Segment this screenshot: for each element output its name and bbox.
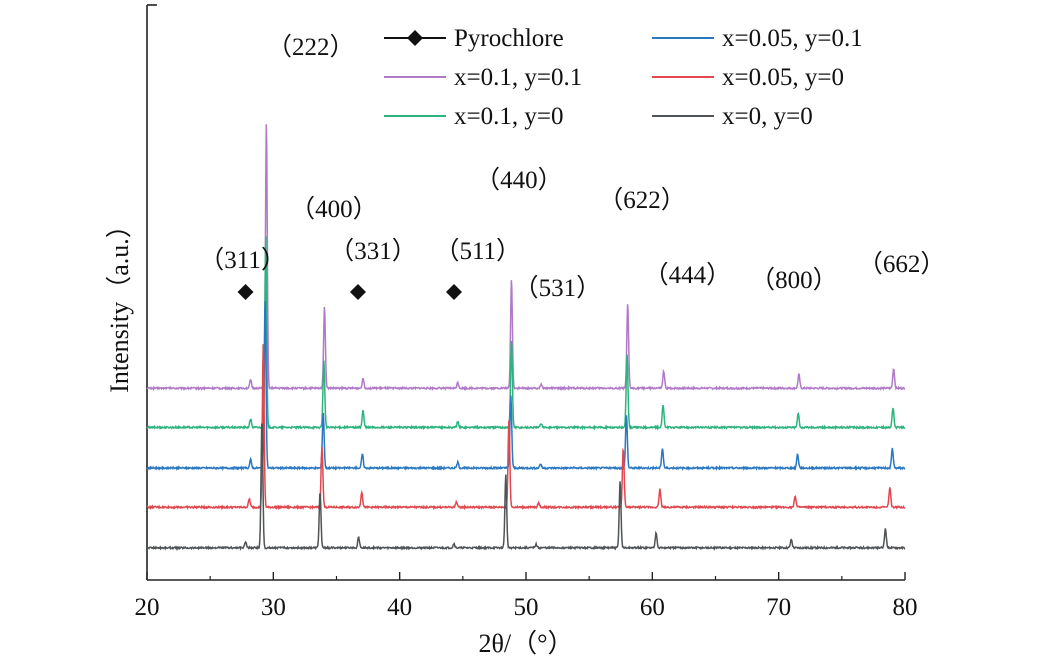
x-axis-title: 2θ/（°）: [478, 629, 573, 658]
series-line: [146, 300, 906, 472]
legend: Pyrochlore x=0.1, y=0.1 x=0.1, y=0 x=0.05, …: [384, 25, 863, 130]
peak-labels-layer: （311） （222） （400） （331） （511） （440） （531） （622）…: [199, 33, 945, 302]
legend-item: x=0.1, y=0: [384, 103, 563, 130]
legend-item: x=0.05, y=0: [652, 64, 844, 91]
peak-label: （331）: [329, 237, 417, 265]
legend-label: x=0.1, y=0.1: [454, 64, 582, 91]
x-tick-label: 30: [261, 594, 286, 621]
x-tick-label: 50: [514, 594, 539, 621]
x-tick-label: 70: [766, 594, 791, 621]
pyrochlore-marker: [237, 284, 254, 300]
x-tick-label: 40: [387, 594, 412, 621]
peak-label: （622）: [598, 186, 686, 214]
legend-label: x=0, y=0: [722, 103, 813, 130]
legend-label: x=0.05, y=0.1: [722, 25, 863, 52]
peak-label: （440）: [475, 166, 563, 194]
peak-label: （531）: [514, 274, 602, 302]
peak-label: （662）: [858, 250, 946, 278]
legend-item: x=0.1, y=0.1: [384, 64, 582, 91]
legend-item: x=0, y=0: [652, 103, 813, 130]
pyrochlore-marker: [349, 284, 366, 300]
peak-label: （311）: [199, 246, 286, 274]
legend-label: x=0.1, y=0: [454, 103, 563, 130]
legend-diamond-marker: [407, 30, 423, 46]
peak-label: （511）: [434, 237, 521, 265]
x-tick-label: 80: [893, 594, 918, 621]
series-line: [146, 124, 906, 392]
peak-label: （222）: [267, 33, 355, 61]
series-layer: [146, 124, 906, 552]
series-line: [146, 344, 906, 511]
legend-label: x=0.05, y=0: [722, 64, 844, 91]
axes: 20 30 40 50 60 70 80 2θ/（°） Intensity（a.u.）: [105, 4, 918, 658]
peak-label: （400）: [290, 195, 378, 223]
legend-label: Pyrochlore: [454, 25, 564, 52]
x-tick-label: 20: [135, 594, 160, 621]
y-axis-title: Intensity（a.u.）: [105, 212, 134, 393]
x-tick-label: 60: [640, 594, 665, 621]
peak-label: （800）: [750, 266, 838, 294]
pyrochlore-marker: [445, 284, 462, 300]
legend-item: Pyrochlore: [384, 25, 564, 52]
series-line: [146, 236, 906, 431]
series-line: [146, 423, 906, 552]
legend-item: x=0.05, y=0.1: [652, 25, 863, 52]
peak-label: （444）: [644, 261, 732, 289]
